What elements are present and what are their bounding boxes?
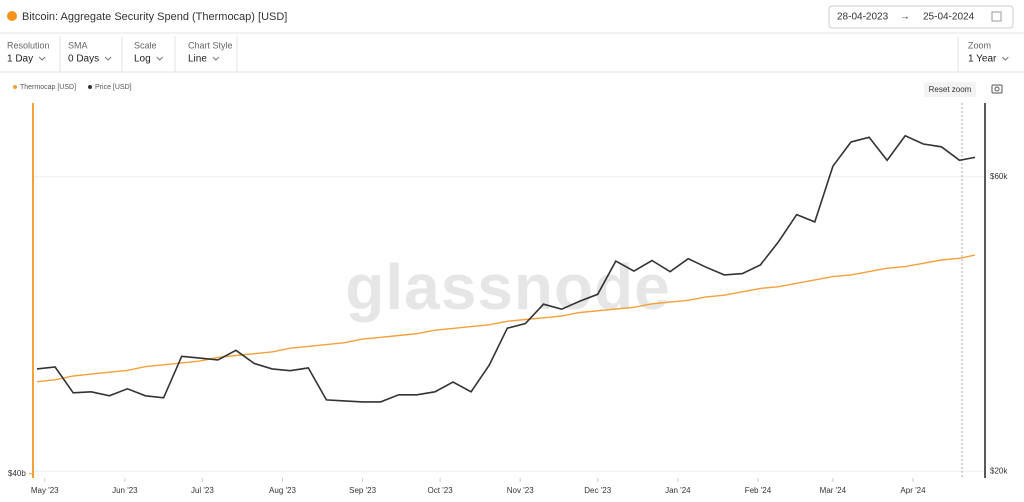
chevron[interactable] [212, 56, 220, 61]
chevron[interactable] [1002, 56, 1009, 61]
camera-lens [994, 86, 1000, 92]
x-tick-label: Jun '23 [112, 486, 138, 495]
x-tick-label: Jul '23 [191, 486, 214, 495]
y2-tick-label: $20k [990, 466, 1008, 475]
x-tick-label: Nov '23 [507, 486, 534, 495]
legend-swatch [88, 85, 93, 89]
camera-icon[interactable] [991, 84, 1003, 94]
x-tick-label: Oct '23 [428, 486, 454, 495]
control-label: Zoom [968, 40, 991, 50]
reset-zoom-button[interactable] [924, 82, 976, 97]
controls: Resolution 1 Day SMA 0 Days Scale Log Chart St… [7, 36, 1009, 72]
chevron[interactable] [38, 56, 46, 61]
y2-tick-label: $60k [990, 172, 1008, 181]
control-value[interactable]: 1 Year [968, 54, 997, 65]
control-label: Chart Style [188, 40, 233, 50]
legend-swatch [13, 85, 17, 89]
x-tick-label: Sep '23 [349, 486, 376, 495]
reset-zoom[interactable]: Reset zoom [929, 85, 972, 94]
control-value[interactable]: Line [188, 54, 207, 65]
chart: glassnode $20k $60k $40b May '23 Jun '23 Jul '… [8, 84, 1008, 495]
bitcoin-icon [7, 11, 17, 21]
legend-label: Thermocap [USD] [20, 84, 76, 91]
date-range[interactable] [828, 5, 1014, 29]
control-value[interactable]: 1 Day [7, 54, 33, 65]
calendar-icon[interactable] [991, 11, 1002, 22]
series-line [36, 134, 976, 403]
date-from[interactable]: 28-04-2023 [837, 12, 889, 23]
legend-label: Price [USD] [95, 84, 132, 91]
chevron[interactable] [104, 56, 112, 61]
control-label: Resolution [7, 40, 50, 50]
x-tick-label: Jan '24 [665, 486, 691, 495]
watermark: glassnode [345, 251, 671, 323]
x-tick-label: May '23 [31, 486, 59, 495]
x-tick-label: Dec '23 [584, 486, 611, 495]
x-tick-label: Feb '24 [745, 486, 772, 495]
x-tick-label: Aug '23 [269, 486, 296, 495]
control-label: Scale [134, 40, 157, 50]
page-title: Bitcoin: Aggregate Security Spend (Therm… [22, 11, 287, 23]
y-tick-label: $40b [8, 469, 26, 478]
date-to[interactable]: 25-04-2024 [923, 12, 975, 23]
x-tick-label: Mar '24 [820, 486, 847, 495]
series-line [36, 254, 976, 383]
control-value[interactable]: Log [134, 54, 151, 65]
x-tick-label: Apr '24 [900, 486, 926, 495]
arrow: → [900, 12, 910, 23]
control-value[interactable]: 0 Days [68, 54, 99, 65]
control-label: SMA [68, 40, 88, 50]
chevron[interactable] [156, 56, 164, 61]
